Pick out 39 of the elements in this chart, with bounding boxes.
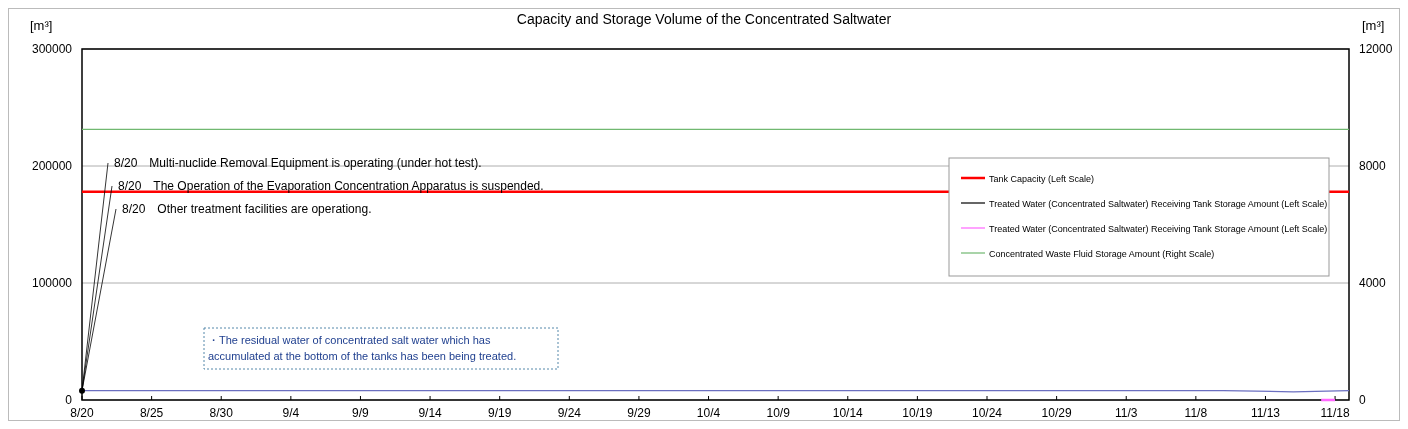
y2-axis-title: [m³]	[1362, 18, 1385, 33]
x-tick-label: 9/24	[557, 406, 582, 420]
legend-label: Treated Water (Concentrated Saltwater) Receiving Tank Storage Amount (Left Scale)	[989, 224, 1328, 234]
x-tick-label: 9/9	[352, 406, 370, 420]
annotation: 8/20 Other treatment facilities are operationg.	[122, 202, 372, 216]
x-tick-label: 10/19	[902, 406, 933, 420]
legend-label: Treated Water (Concentrated Saltwater) Receiving Tank Storage Amount (Left Scale)	[989, 199, 1328, 209]
x-tick-label: 10/29	[1041, 406, 1072, 420]
y-axis-title: [m³]	[30, 18, 53, 33]
chart-title: Capacity and Storage Volume of the Concentrated Saltwater	[516, 11, 892, 27]
x-tick-label: 9/4	[282, 406, 300, 420]
annotation: 8/20 The Operation of the Evaporation Concentration Apparatus is suspended.	[118, 179, 544, 193]
y-tick-label: 0	[65, 393, 73, 407]
x-tick-label: 11/18	[1320, 406, 1350, 420]
x-tick-label: 8/30	[209, 406, 234, 420]
annotation: 8/20 Multi-nuclide Removal Equipment is operating (under hot test).	[114, 156, 482, 170]
y2-tick-label: 8000	[1359, 159, 1387, 173]
x-tick-label: 11/13	[1250, 406, 1281, 420]
y-tick-label: 300000	[31, 42, 73, 56]
x-tick-label: 10/4	[696, 406, 721, 420]
x-tick-label: 11/8	[1184, 406, 1208, 420]
x-tick-label: 11/3	[1115, 406, 1138, 420]
annotation: ・The residual water of concentrated salt water which has accumulated at the bottom of the tanks has been being treated.	[208, 334, 517, 362]
x-tick-label: 9/29	[627, 406, 651, 420]
x-tick-label: 8/25	[139, 406, 164, 420]
y2-tick-label: 4000	[1359, 276, 1387, 290]
y-tick-label: 100000	[31, 276, 73, 290]
y2-tick-label: 0	[1359, 393, 1366, 407]
y-tick-label: 200000	[31, 159, 73, 173]
legend-label: Tank Capacity (Left Scale)	[989, 174, 1095, 184]
y2-tick-label: 12000	[1359, 42, 1393, 56]
x-tick-label: 9/19	[488, 406, 512, 420]
x-tick-label: 10/24	[971, 406, 1003, 420]
note-box: ・The residual water of concentrated salt water which has accumulated at the bottom of the tanks has been being treated.	[203, 327, 559, 370]
x-tick-label: 8/20	[70, 406, 94, 420]
x-tick-label: 10/14	[832, 406, 864, 420]
x-tick-label: 9/14	[418, 406, 443, 420]
legend-label: Concentrated Waste Fluid Storage Amount (Right Scale)	[989, 249, 1215, 259]
x-tick-label: 10/9	[766, 406, 791, 420]
